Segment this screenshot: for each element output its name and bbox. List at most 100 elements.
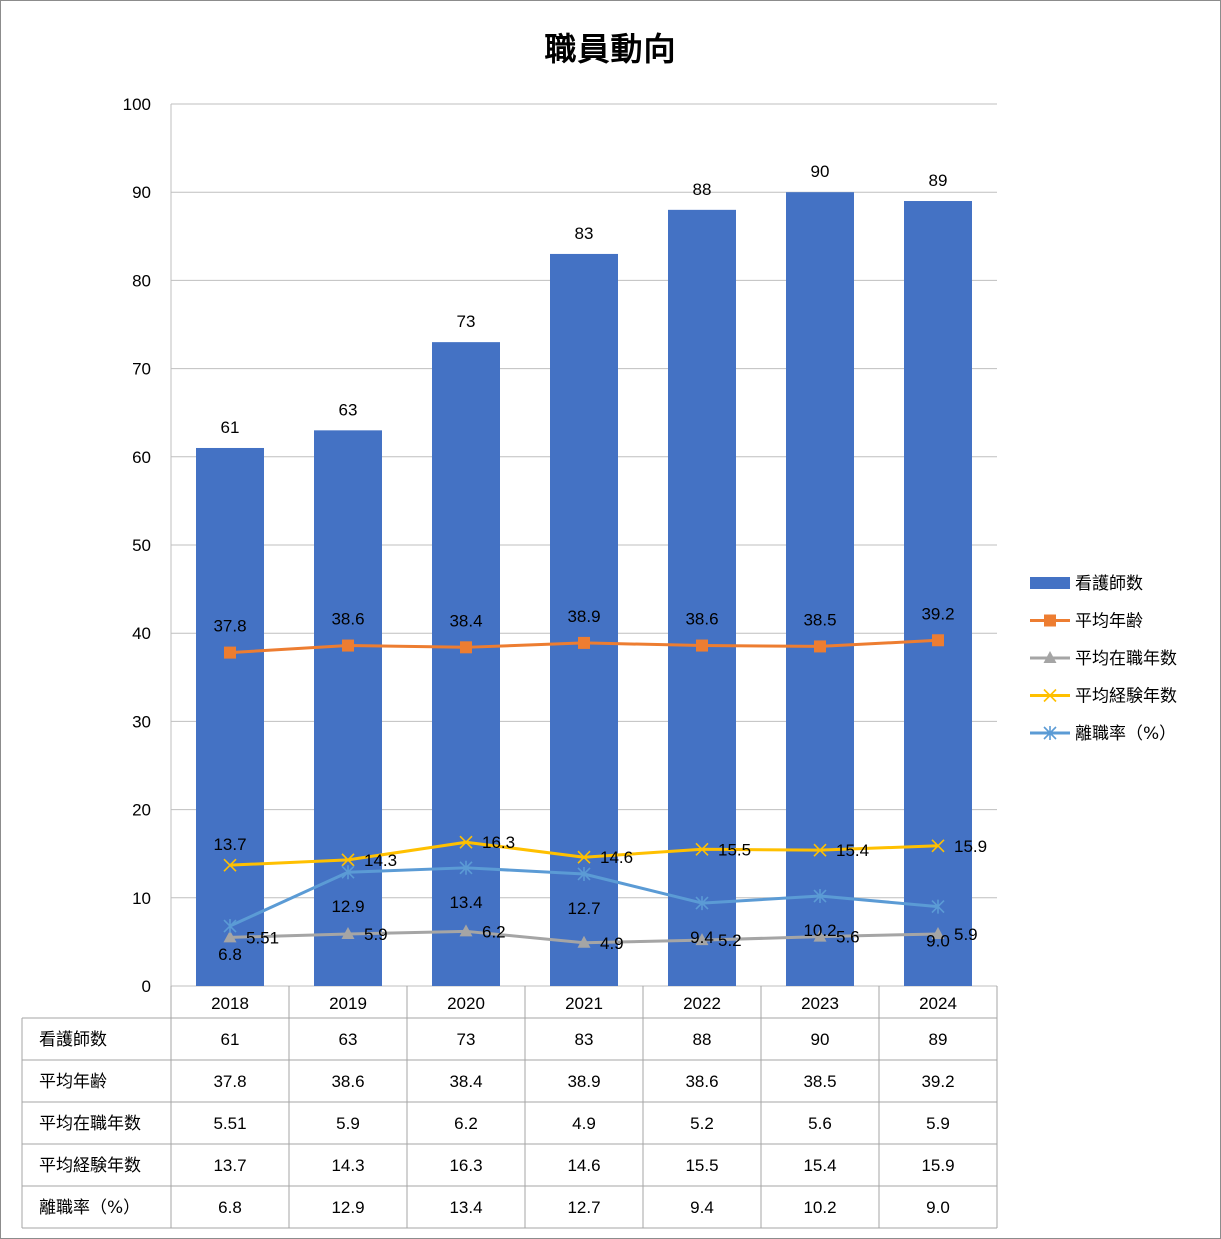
- marker-x: [341, 853, 355, 867]
- data-label: 5.51: [246, 928, 279, 947]
- table-cell: 15.9: [921, 1156, 954, 1175]
- data-label: 13.7: [213, 835, 246, 854]
- marker-star: [223, 919, 237, 934]
- legend-label: 平均年齢: [1075, 612, 1143, 632]
- table-cell: 9.4: [690, 1198, 714, 1217]
- table-cell: 14.3: [331, 1156, 364, 1175]
- table-cell: 5.51: [213, 1114, 246, 1133]
- data-label: 38.5: [803, 610, 836, 629]
- marker-star: [459, 860, 473, 875]
- legend-item: 平均経験年数: [1030, 687, 1177, 707]
- data-table: 2018 2019 2020 2021 2022 2023 2024 看護師数 61 63 73 83…: [21, 986, 998, 1229]
- table-cell: 13.7: [213, 1156, 246, 1175]
- marker-star: [577, 866, 591, 881]
- table-cell: 90: [811, 1030, 830, 1049]
- legend-item: 平均年齢: [1030, 612, 1143, 632]
- table-cell: 12.9: [331, 1198, 364, 1217]
- data-label: 73: [457, 312, 476, 331]
- marker-star: [813, 889, 827, 904]
- table-cell: 63: [339, 1030, 358, 1049]
- data-label: 88: [693, 180, 712, 199]
- data-label: 6.2: [482, 922, 506, 941]
- y-tick-label: 20: [132, 801, 151, 820]
- marker-x: [813, 843, 827, 857]
- data-label: 9.4: [690, 928, 714, 947]
- table-cell: 5.6: [808, 1114, 832, 1133]
- marker-square: [696, 639, 708, 652]
- bar: [550, 253, 618, 986]
- y-tick-label: 100: [123, 95, 151, 114]
- table-cell: 16.3: [449, 1156, 482, 1175]
- category-label: 2020: [447, 994, 485, 1013]
- bar: [314, 430, 382, 987]
- y-tick-label: 40: [132, 624, 151, 643]
- category-label: 2018: [211, 994, 249, 1013]
- data-label: 6.8: [218, 945, 242, 964]
- table-cell: 38.9: [567, 1072, 600, 1091]
- table-cell: 9.0: [926, 1198, 950, 1217]
- data-label: 4.9: [600, 934, 624, 953]
- bar: [432, 342, 500, 986]
- marker-triangle: [577, 935, 591, 948]
- marker-x: [1043, 688, 1057, 703]
- marker-star: [695, 896, 709, 911]
- table-cell: 15.5: [685, 1156, 718, 1175]
- table-cell: 12.7: [567, 1198, 600, 1217]
- gridlines: 0 10 20 30 40 50 60 70 80 90 100: [123, 95, 997, 996]
- table-cell: 83: [575, 1030, 594, 1049]
- marker-triangle: [1043, 651, 1057, 663]
- y-tick-label: 60: [132, 448, 151, 467]
- category-label: 2023: [801, 994, 839, 1013]
- marker-triangle: [223, 930, 237, 943]
- y-tick-label: 80: [132, 271, 151, 290]
- data-label: 63: [339, 400, 358, 419]
- table-cell: 38.4: [449, 1072, 482, 1091]
- marker-square: [578, 636, 590, 649]
- table-cell: 61: [221, 1030, 240, 1049]
- bar: [786, 192, 854, 986]
- legend-item: 離職率（%）: [1030, 724, 1176, 744]
- marker-triangle: [341, 926, 355, 939]
- data-label: 15.9: [954, 837, 987, 856]
- marker-square: [342, 639, 354, 652]
- marker-x: [223, 858, 237, 872]
- table-cell: 38.6: [331, 1072, 364, 1091]
- table-row-label: 離職率（%）: [39, 1198, 140, 1218]
- data-label: 5.6: [836, 928, 860, 947]
- data-label: 5.9: [364, 925, 388, 944]
- y-tick-label: 70: [132, 360, 151, 379]
- category-label: 2021: [565, 994, 603, 1013]
- marker-square: [460, 641, 472, 654]
- data-labels: 61 63 73 83 88 90 89 37.8 38.6 38.4 38.9 38.6 38.5 39…: [213, 162, 987, 964]
- table-cell: 73: [457, 1030, 476, 1049]
- legend-label: 平均経験年数: [1075, 687, 1177, 707]
- data-label: 14.3: [364, 851, 397, 870]
- data-label: 15.4: [836, 841, 869, 860]
- bar: [904, 201, 972, 986]
- marker-star: [931, 899, 945, 914]
- table-cell: 15.4: [803, 1156, 836, 1175]
- table-cell: 38.6: [685, 1072, 718, 1091]
- table-cell: 37.8: [213, 1072, 246, 1091]
- bar: [196, 447, 264, 987]
- table-cell: 6.2: [454, 1114, 478, 1133]
- table-row-label: 看護師数: [39, 1030, 107, 1050]
- chart-title: 職員動向: [544, 30, 677, 68]
- marker-square: [814, 640, 826, 653]
- legend-label: 平均在職年数: [1075, 649, 1177, 669]
- marker-square: [224, 646, 236, 659]
- table-row-label: 平均年齢: [39, 1072, 107, 1092]
- table-cell: 6.8: [218, 1198, 242, 1217]
- table-cell: 88: [693, 1030, 712, 1049]
- category-label: 2024: [919, 994, 957, 1013]
- data-label: 38.4: [449, 611, 482, 630]
- table-cell: 89: [929, 1030, 948, 1049]
- marker-triangle: [459, 924, 473, 937]
- data-label: 16.3: [482, 833, 515, 852]
- table-cell: 5.9: [926, 1114, 950, 1133]
- category-label: 2022: [683, 994, 721, 1013]
- data-label: 5.2: [718, 931, 742, 950]
- marker-x: [931, 839, 945, 853]
